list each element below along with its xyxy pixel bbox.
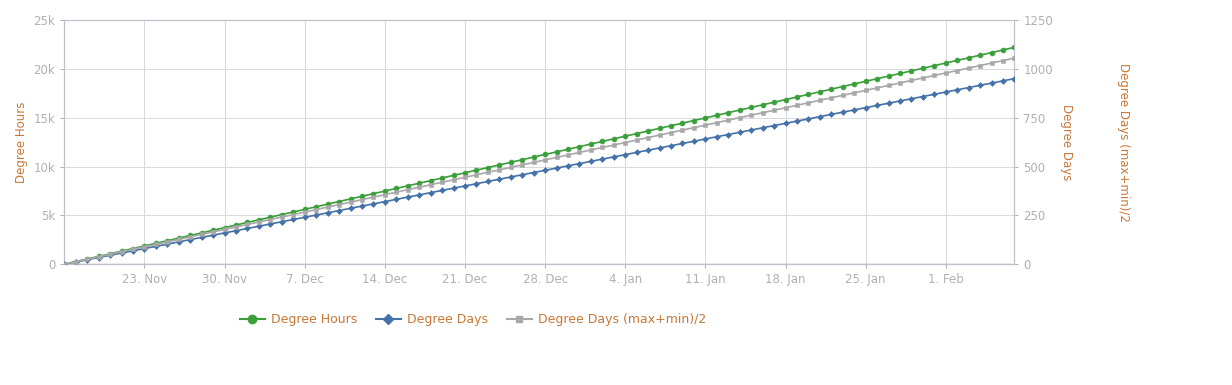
Y-axis label: Degree Hours: Degree Hours — [15, 101, 28, 183]
Legend: Degree Hours, Degree Days, Degree Days (max+min)/2: Degree Hours, Degree Days, Degree Days (… — [234, 308, 711, 331]
Text: Degree Days (max+min)/2: Degree Days (max+min)/2 — [1117, 63, 1130, 221]
Text: Degree Days: Degree Days — [1061, 104, 1073, 180]
